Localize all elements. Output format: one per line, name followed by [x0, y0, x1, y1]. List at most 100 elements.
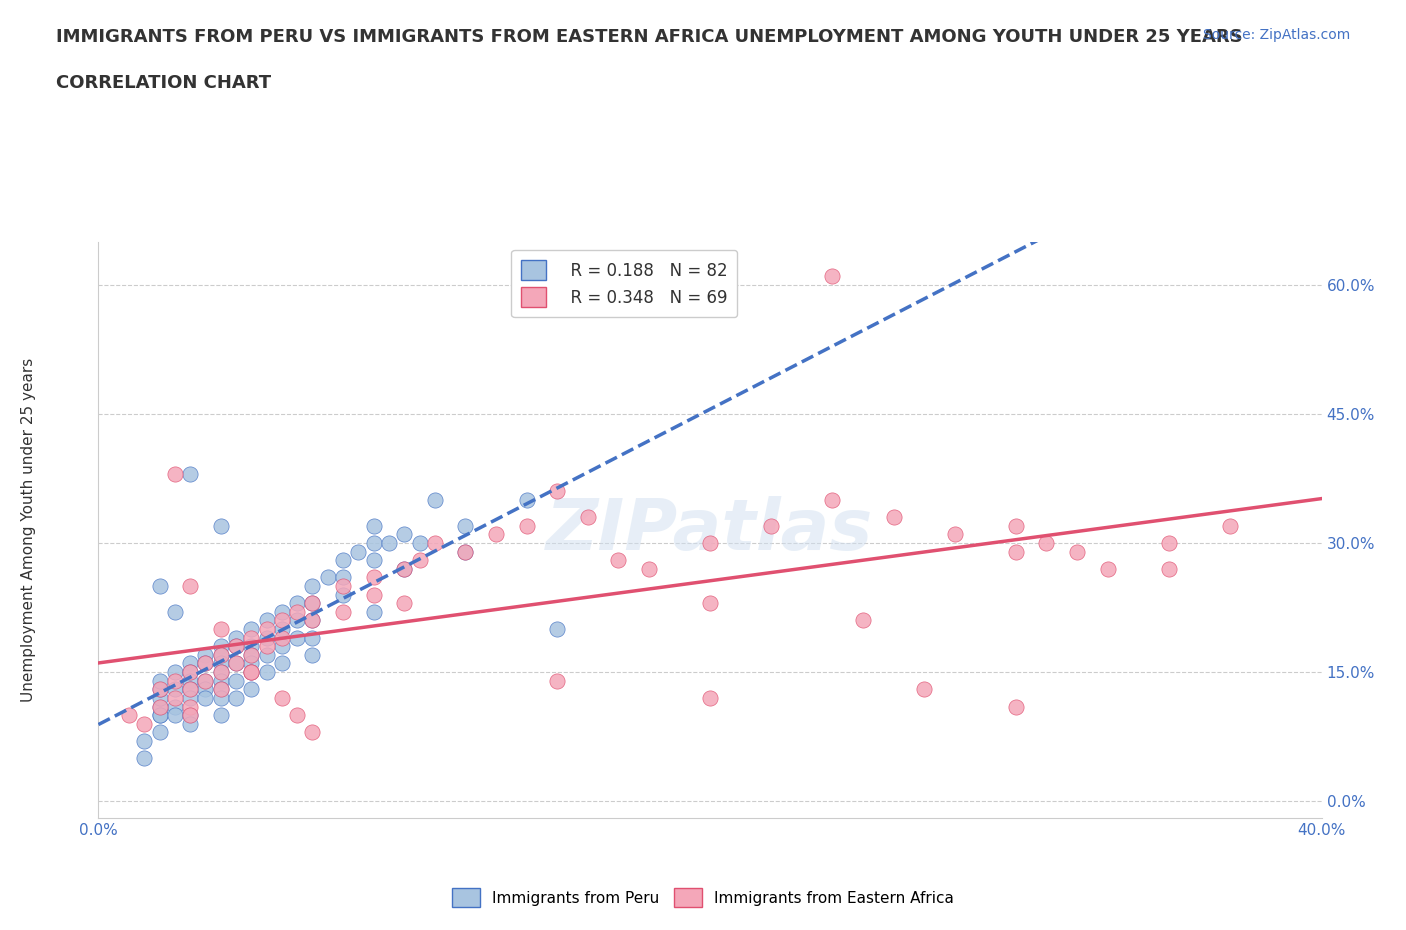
Point: [699, 690, 721, 705]
Point: [256, 613, 278, 628]
Point: [270, 613, 292, 628]
Point: [209, 647, 232, 662]
Point: [1219, 518, 1241, 533]
Text: ZIPatlas: ZIPatlas: [547, 496, 873, 565]
Point: [408, 552, 430, 567]
Point: [149, 673, 172, 688]
Point: [821, 493, 844, 508]
Point: [179, 673, 201, 688]
Point: [546, 484, 568, 498]
Point: [256, 665, 278, 680]
Text: Unemployment Among Youth under 25 years: Unemployment Among Youth under 25 years: [21, 358, 35, 702]
Point: [1004, 699, 1026, 714]
Text: IMMIGRANTS FROM PERU VS IMMIGRANTS FROM EASTERN AFRICA UNEMPLOYMENT AMONG YOUTH : IMMIGRANTS FROM PERU VS IMMIGRANTS FROM …: [56, 28, 1243, 46]
Point: [179, 682, 201, 697]
Point: [209, 682, 232, 697]
Point: [194, 673, 217, 688]
Point: [240, 639, 263, 654]
Point: [194, 647, 217, 662]
Point: [179, 690, 201, 705]
Point: [149, 690, 172, 705]
Point: [392, 527, 416, 542]
Point: [209, 518, 232, 533]
Point: [209, 673, 232, 688]
Point: [179, 716, 201, 731]
Point: [256, 639, 278, 654]
Point: [285, 631, 308, 645]
Point: [163, 604, 186, 619]
Point: [301, 596, 323, 611]
Point: [363, 604, 385, 619]
Point: [607, 552, 630, 567]
Point: [149, 682, 172, 697]
Point: [149, 708, 172, 723]
Point: [378, 536, 401, 551]
Point: [301, 613, 323, 628]
Point: [332, 604, 354, 619]
Point: [301, 578, 323, 593]
Point: [240, 647, 263, 662]
Point: [301, 724, 323, 739]
Point: [240, 656, 263, 671]
Point: [285, 613, 308, 628]
Point: [332, 570, 354, 585]
Point: [270, 621, 292, 636]
Point: [163, 467, 186, 482]
Point: [1097, 562, 1119, 577]
Point: [149, 578, 172, 593]
Point: [163, 708, 186, 723]
Point: [270, 690, 292, 705]
Point: [163, 682, 186, 697]
Point: [423, 536, 446, 551]
Legend:   R = 0.188   N = 82,   R = 0.348   N = 69: R = 0.188 N = 82, R = 0.348 N = 69: [512, 250, 737, 317]
Point: [301, 613, 323, 628]
Point: [943, 527, 966, 542]
Point: [225, 656, 247, 671]
Point: [363, 552, 385, 567]
Point: [759, 518, 782, 533]
Point: [209, 647, 232, 662]
Point: [912, 682, 935, 697]
Point: [209, 708, 232, 723]
Point: [225, 631, 247, 645]
Point: [454, 518, 477, 533]
Point: [347, 544, 370, 559]
Point: [270, 631, 292, 645]
Point: [516, 518, 538, 533]
Point: [363, 536, 385, 551]
Point: [1157, 562, 1180, 577]
Point: [363, 518, 385, 533]
Text: Source: ZipAtlas.com: Source: ZipAtlas.com: [1202, 28, 1350, 42]
Point: [209, 621, 232, 636]
Point: [179, 467, 201, 482]
Point: [209, 639, 232, 654]
Point: [1157, 536, 1180, 551]
Point: [225, 639, 247, 654]
Point: [1035, 536, 1057, 551]
Point: [134, 734, 156, 749]
Point: [408, 536, 430, 551]
Point: [240, 631, 263, 645]
Point: [240, 682, 263, 697]
Point: [179, 665, 201, 680]
Point: [270, 639, 292, 654]
Point: [301, 596, 323, 611]
Point: [209, 656, 232, 671]
Point: [179, 708, 201, 723]
Point: [285, 708, 308, 723]
Point: [852, 613, 875, 628]
Point: [240, 647, 263, 662]
Point: [363, 587, 385, 602]
Point: [149, 699, 172, 714]
Point: [1004, 518, 1026, 533]
Point: [699, 596, 721, 611]
Point: [163, 665, 186, 680]
Point: [134, 716, 156, 731]
Point: [332, 552, 354, 567]
Point: [699, 536, 721, 551]
Text: CORRELATION CHART: CORRELATION CHART: [56, 74, 271, 92]
Point: [270, 656, 292, 671]
Point: [546, 673, 568, 688]
Point: [179, 665, 201, 680]
Point: [194, 682, 217, 697]
